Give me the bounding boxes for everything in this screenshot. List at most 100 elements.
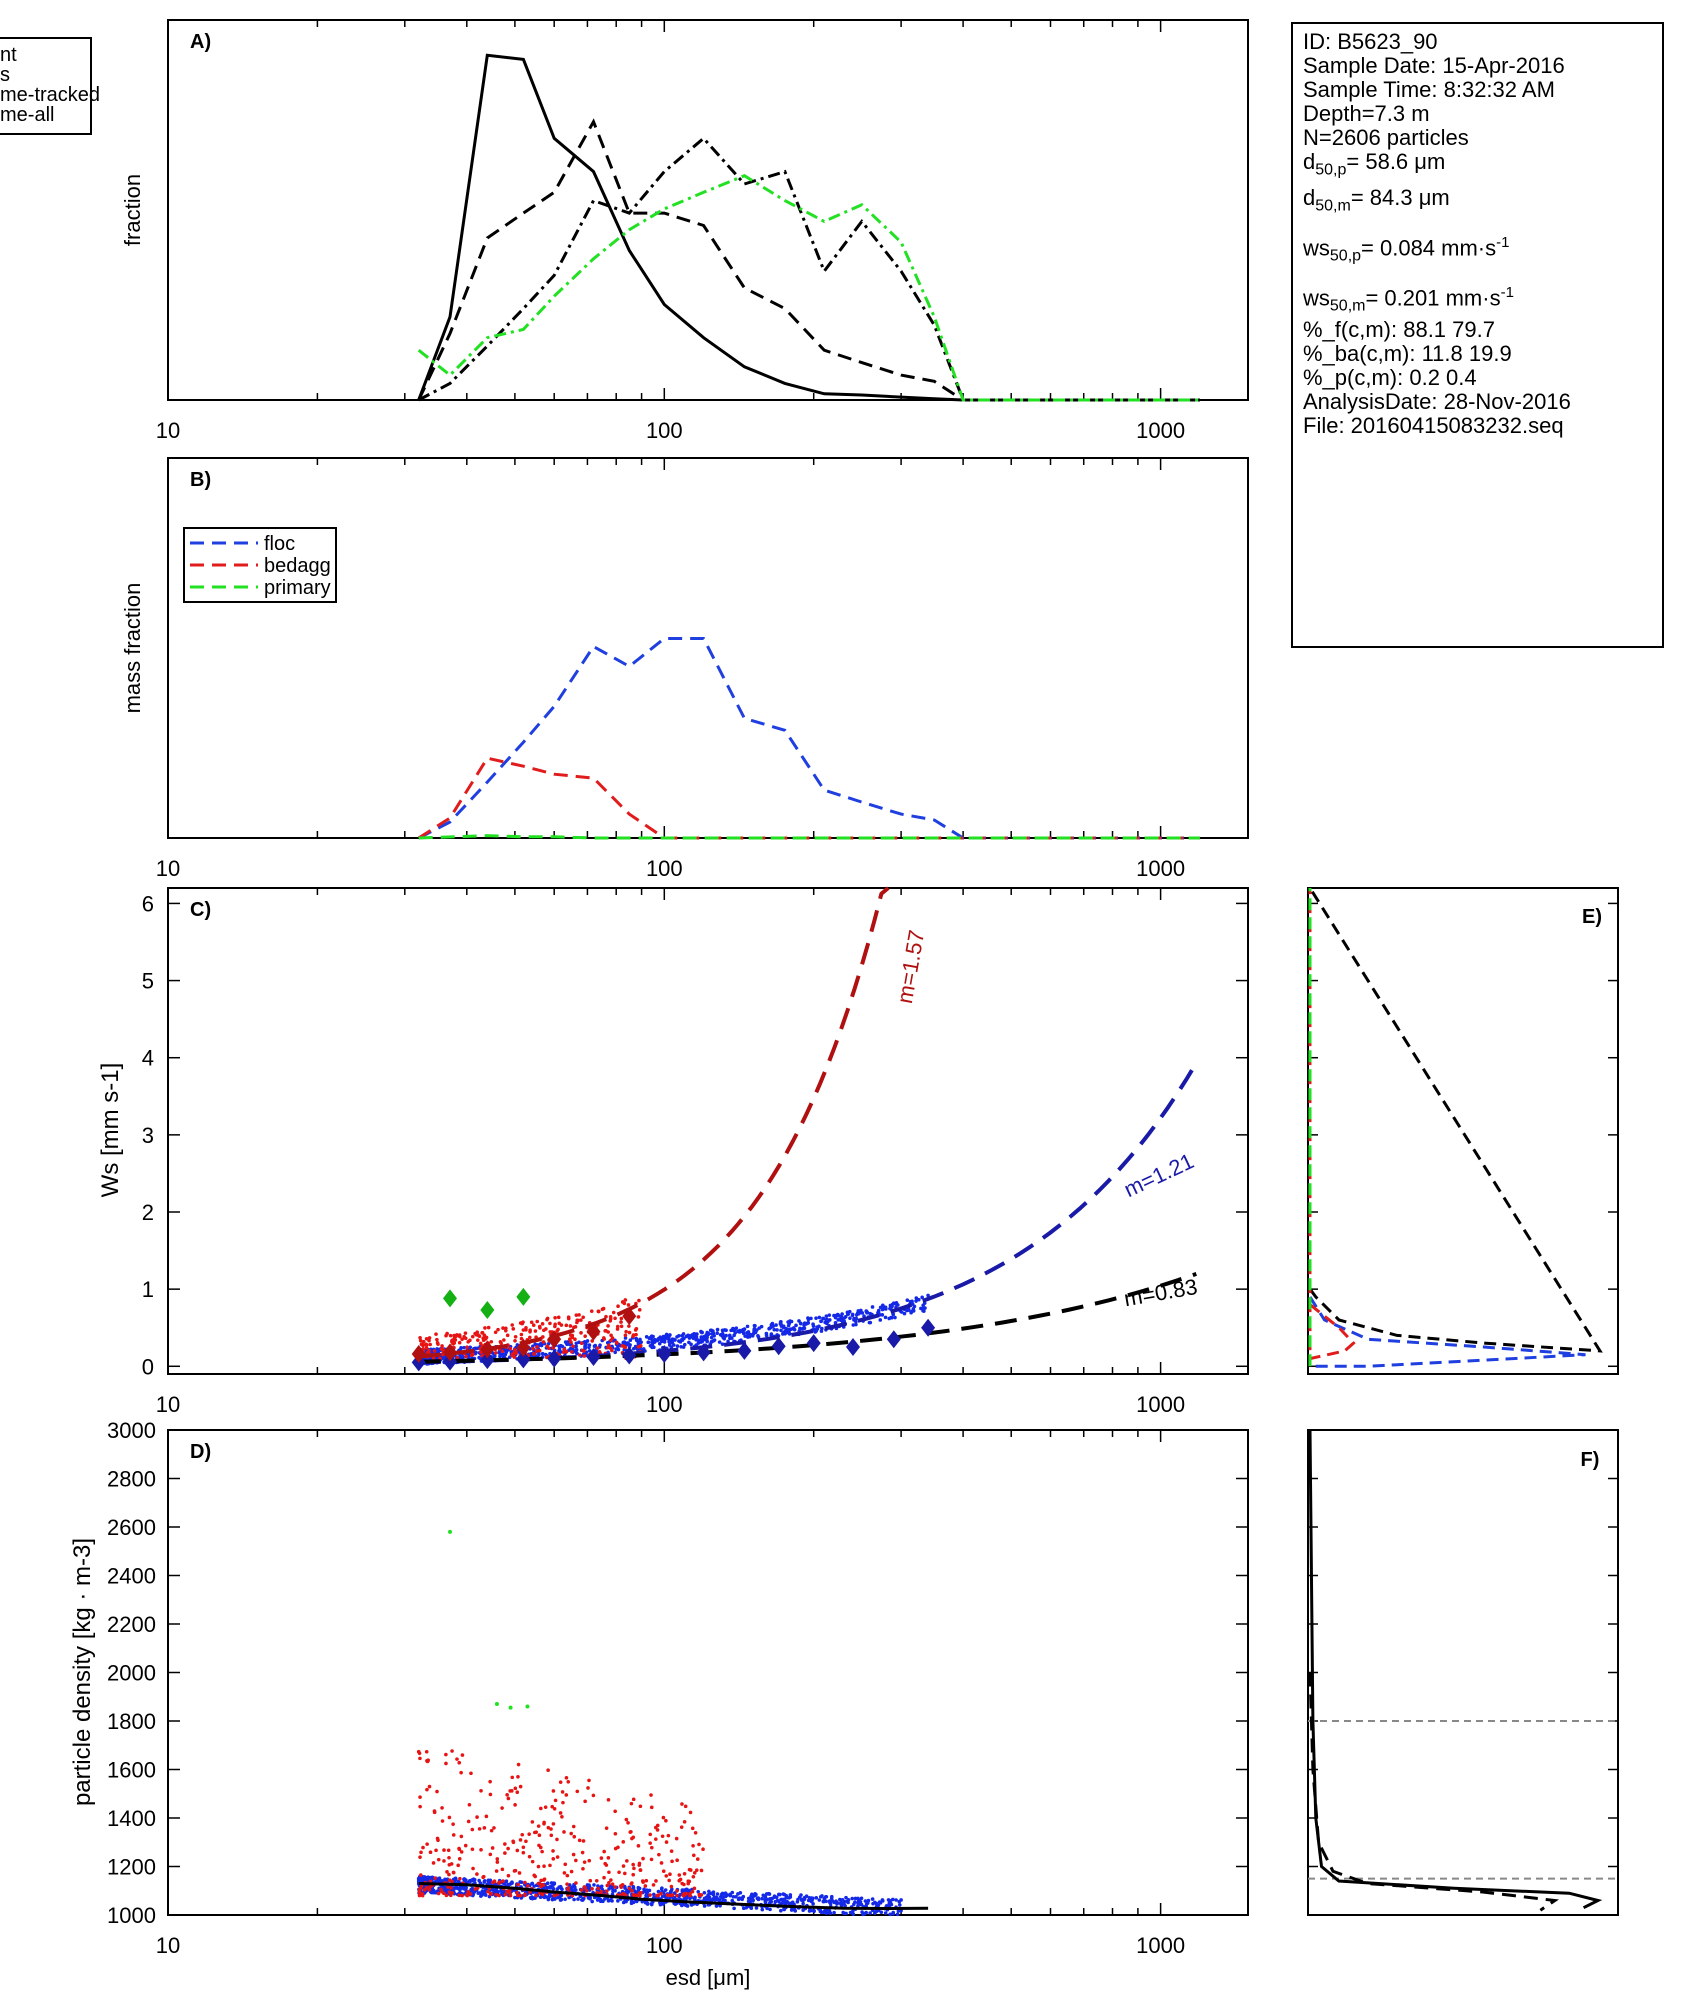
floc-density-point — [732, 1906, 736, 1911]
bedagg-point — [500, 1349, 505, 1354]
bedagg-density-point — [488, 1852, 493, 1857]
bedagg-density-point — [602, 1875, 606, 1880]
floc-density-point — [629, 1901, 634, 1906]
floc-density-point — [767, 1892, 772, 1896]
floc-point — [585, 1339, 590, 1343]
bedagg-point — [466, 1339, 470, 1344]
floc-density-point — [760, 1896, 764, 1901]
floc-density-point — [678, 1892, 682, 1897]
panel-b-series-primary — [418, 834, 1200, 840]
bedagg-density-point — [648, 1893, 652, 1897]
bedagg-point — [553, 1322, 557, 1327]
bedagg-density-point — [537, 1843, 541, 1848]
bedagg-point — [596, 1309, 601, 1314]
bedagg-density-point — [686, 1881, 691, 1886]
bedagg-point — [626, 1303, 631, 1307]
floc-density-point — [550, 1897, 555, 1901]
bedagg-point — [478, 1341, 483, 1346]
panel-b-series-bedagg — [417, 756, 1200, 840]
bedagg-density-point — [560, 1790, 565, 1794]
bedagg-density-point — [571, 1852, 576, 1857]
bedagg-density-point — [500, 1806, 504, 1810]
floc-density-point — [624, 1899, 628, 1904]
bedagg-density-point — [587, 1858, 592, 1863]
floc-density-point — [793, 1909, 798, 1913]
bedagg-point — [470, 1334, 475, 1339]
floc-density-point — [656, 1889, 661, 1894]
bin-mean-floc — [547, 1349, 562, 1368]
floc-density-point — [763, 1899, 768, 1904]
bedagg-density-point — [444, 1893, 449, 1898]
bedagg-density-point — [606, 1798, 611, 1802]
floc-density-point — [751, 1898, 755, 1903]
bedagg-density-point — [542, 1877, 547, 1881]
bedagg-density-point — [674, 1836, 679, 1841]
floc-point — [876, 1308, 881, 1313]
floc-point — [883, 1315, 888, 1320]
bedagg-density-point — [473, 1887, 478, 1891]
panel-a-legend-entry: me-tracked — [0, 84, 100, 106]
bedagg-density-point — [558, 1780, 563, 1784]
bedagg-density-point — [530, 1820, 535, 1824]
floc-density-point — [746, 1899, 751, 1904]
floc-point — [564, 1341, 569, 1345]
floc-density-point — [432, 1890, 437, 1895]
bedagg-density-point — [440, 1806, 444, 1810]
bedagg-point — [513, 1335, 518, 1339]
panel-d-ytick-label: 1800 — [107, 1709, 156, 1734]
bedagg-point — [579, 1341, 584, 1345]
bedagg-point — [528, 1328, 532, 1333]
floc-point — [870, 1305, 875, 1309]
bedagg-point — [613, 1316, 617, 1321]
bedagg-density-point — [675, 1858, 679, 1862]
bedagg-point — [532, 1352, 536, 1356]
floc-density-point — [613, 1888, 617, 1893]
floc-point — [819, 1319, 823, 1323]
percent-primary: %_p(c,m): 0.2 0.4 — [1303, 365, 1477, 391]
bedagg-point — [524, 1328, 528, 1332]
panel-c-label: C) — [190, 899, 211, 921]
floc-point — [792, 1327, 797, 1332]
x-tick-label: 10 — [156, 856, 180, 881]
floc-point — [646, 1340, 651, 1344]
bedagg-point — [616, 1304, 620, 1309]
floc-point — [493, 1354, 497, 1359]
bedagg-density-point — [637, 1861, 642, 1866]
panel-c-ylabel: Ws [mm s-1] — [97, 1063, 124, 1198]
panel-d-ytick-label: 1200 — [107, 1855, 156, 1880]
floc-point — [784, 1326, 788, 1331]
floc-point — [722, 1336, 727, 1341]
bedagg-density-point — [606, 1856, 611, 1860]
bedagg-density-point — [511, 1840, 516, 1845]
bedagg-point — [427, 1350, 431, 1355]
floc-density-point — [442, 1886, 447, 1891]
floc-point — [705, 1339, 709, 1344]
floc-density-point — [883, 1911, 888, 1915]
bedagg-point — [548, 1321, 552, 1326]
floc-density-point — [896, 1909, 901, 1913]
bin-mean-floc — [480, 1351, 495, 1370]
panel-b-legend — [183, 527, 337, 603]
panel-a-series-1 — [417, 118, 1200, 402]
floc-point — [926, 1293, 930, 1298]
floc-density-point — [702, 1891, 707, 1895]
floc-point — [840, 1312, 844, 1316]
bedagg-point — [606, 1324, 610, 1328]
bedagg-density-point — [613, 1885, 617, 1889]
floc-density-point — [873, 1900, 877, 1905]
bedagg-density-point — [422, 1888, 427, 1892]
panel-d-label: D) — [190, 1441, 211, 1463]
floc-density-point — [720, 1894, 724, 1898]
floc-density-point — [547, 1895, 551, 1899]
floc-density-point — [812, 1909, 816, 1914]
floc-density-point — [874, 1909, 879, 1914]
bedagg-density-point — [577, 1838, 582, 1843]
floc-density-point — [829, 1894, 834, 1899]
floc-point — [574, 1351, 579, 1355]
bedagg-density-point — [516, 1882, 520, 1887]
floc-density-point — [610, 1899, 614, 1903]
bedagg-density-point — [468, 1892, 473, 1896]
bedagg-density-point — [427, 1887, 432, 1892]
floc-density-point — [760, 1907, 765, 1912]
floc-point — [888, 1306, 892, 1311]
